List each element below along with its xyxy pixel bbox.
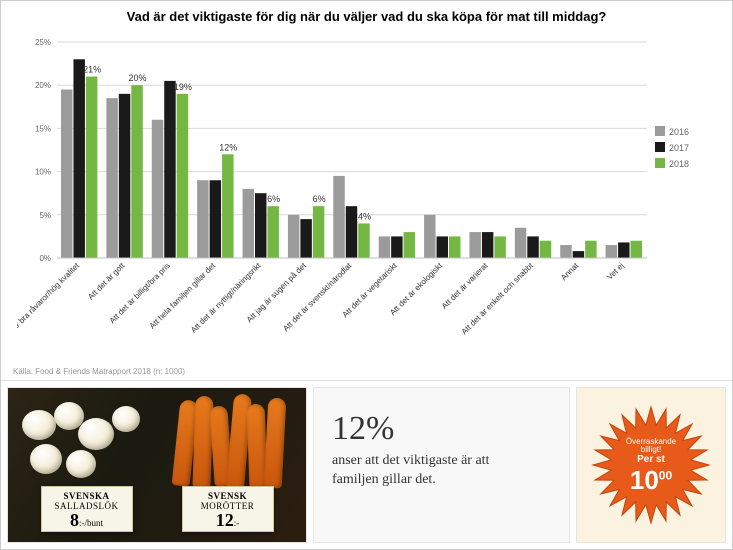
svg-text:6%: 6%: [312, 194, 325, 204]
svg-text:2017: 2017: [669, 143, 689, 153]
produce-photo-tile: SVENSKA SALLADSLÖK 8:-/bunt SVENSK MORÖT…: [7, 387, 307, 543]
svg-text:Att det är gott: Att det är gott: [86, 261, 127, 302]
svg-text:0%: 0%: [39, 254, 51, 263]
svg-text:25%: 25%: [34, 38, 50, 47]
svg-text:20%: 20%: [34, 81, 50, 90]
svg-text:19%: 19%: [173, 82, 191, 92]
starburst-badge: Överraskande billigt! Per st 1000: [591, 405, 711, 525]
svg-text:21%: 21%: [83, 65, 101, 75]
svg-text:Att det är bra råvaror/hög kva: Att det är bra råvaror/hög kvalitet: [17, 261, 82, 350]
callout-tile: 12% anser att det viktigaste är att fami…: [313, 387, 570, 543]
onion-icon: [22, 410, 56, 440]
badge-price: 10: [630, 465, 659, 495]
onion-icon: [112, 406, 140, 432]
svg-text:10%: 10%: [34, 168, 50, 177]
badge-line: Per st: [637, 455, 665, 465]
card-label: SVENSKA: [48, 491, 126, 501]
carrot-icon: [264, 398, 287, 489]
chart-panel: Vad är det viktigaste för dig när du väl…: [1, 1, 732, 381]
source-line: Källa: Food & Friends Matrapport 2018 (n…: [13, 367, 185, 376]
onion-icon: [66, 450, 96, 478]
card-unit: :-/bunt: [79, 518, 103, 528]
card-label: SVENSK: [189, 491, 267, 501]
svg-text:2018: 2018: [669, 159, 689, 169]
svg-text:Annat: Annat: [559, 261, 581, 283]
svg-text:4%: 4%: [357, 211, 370, 221]
onion-icon: [30, 444, 62, 474]
badge-line: billigt!: [641, 446, 661, 454]
card-price: 12: [216, 510, 234, 530]
price-badge-tile: Överraskande billigt! Per st 1000: [576, 387, 726, 543]
card-price: 8: [70, 510, 79, 530]
callout-stat: 12%: [332, 410, 551, 448]
bottom-row: SVENSKA SALLADSLÖK 8:-/bunt SVENSK MORÖT…: [1, 381, 732, 549]
svg-text:2016: 2016: [669, 127, 689, 137]
card-unit: :-: [234, 518, 240, 528]
svg-text:Vet ej: Vet ej: [605, 261, 626, 282]
svg-text:5%: 5%: [39, 211, 51, 220]
bar-chart: 0% 5% 10% 15% 20% 25% 21% 20% 19% 12% 6% 6% 4% Att de…: [17, 32, 717, 354]
svg-text:12%: 12%: [219, 142, 237, 152]
svg-text:20%: 20%: [128, 73, 146, 83]
badge-price-dec: 00: [659, 468, 672, 482]
card-label: SALLADSLÖK: [48, 501, 126, 511]
callout-caption: anser att det viktigaste är att familjen…: [332, 452, 492, 490]
svg-text:15%: 15%: [34, 124, 50, 133]
chart-title: Vad är det viktigaste för dig när du väl…: [13, 9, 720, 24]
price-card-carrots: SVENSK MORÖTTER 12:-: [182, 486, 274, 532]
svg-text:Att det är varierat: Att det är varierat: [439, 261, 489, 311]
svg-text:6%: 6%: [267, 194, 280, 204]
infographic-page: Vad är det viktigaste för dig när du väl…: [0, 0, 733, 550]
onion-icon: [78, 418, 114, 450]
price-card-onions: SVENSKA SALLADSLÖK 8:-/bunt: [41, 486, 133, 532]
